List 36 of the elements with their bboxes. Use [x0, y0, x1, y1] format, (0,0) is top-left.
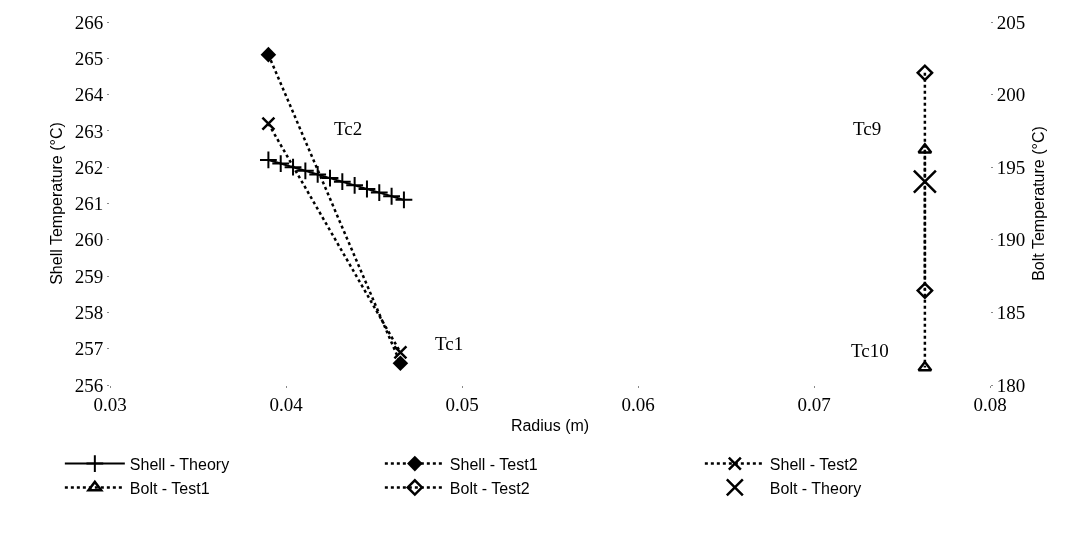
annotation: Tc9	[853, 118, 882, 139]
x-axis-title: Radius (m)	[510, 417, 590, 435]
y-axis-title: Shell Temperature (°C)	[47, 122, 65, 285]
y2-tick-label: 200	[996, 84, 1026, 106]
legend-label: Shell - Test1	[449, 455, 538, 473]
y2-tick-label: 180	[996, 374, 1026, 396]
legend-label: Bolt - Test1	[129, 479, 210, 497]
legend-label: Bolt - Test2	[449, 479, 530, 497]
x-tick-label: 0.05	[445, 393, 479, 415]
y2-tick-label: 195	[996, 156, 1026, 178]
x-tick-label: 0.04	[269, 393, 304, 415]
y-tick-label: 256	[74, 374, 104, 396]
y-tick-label: 262	[74, 156, 104, 178]
y2-tick-label: 190	[996, 229, 1026, 251]
x-tick-label: 0.07	[797, 393, 831, 415]
y-tick-label: 265	[74, 47, 104, 69]
y-tick-label: 258	[74, 302, 104, 324]
annotation: Tc2	[334, 118, 363, 139]
x-tick-label: 0.03	[93, 393, 127, 415]
y-tick-label: 266	[74, 11, 104, 33]
y-tick-label: 260	[74, 229, 104, 251]
y-tick-label: 259	[74, 265, 104, 287]
annotation: Tc1	[435, 333, 464, 354]
y-tick-label: 257	[74, 338, 104, 360]
legend-label: Bolt - Theory	[769, 479, 862, 497]
annotation: Tc10	[851, 340, 889, 361]
y-tick-label: 261	[74, 193, 104, 215]
y-tick-label: 264	[74, 84, 104, 106]
legend-label: Shell - Test2	[769, 455, 858, 473]
x-tick-label: 0.06	[621, 393, 655, 415]
x-tick-label: 0.08	[973, 393, 1007, 415]
y2-tick-label: 185	[996, 302, 1026, 324]
y2-tick-label: 205	[996, 11, 1026, 33]
y-tick-label: 263	[74, 120, 104, 142]
y2-axis-title: Bolt Temperature (°C)	[1030, 126, 1047, 281]
legend-label: Shell - Theory	[129, 455, 230, 473]
